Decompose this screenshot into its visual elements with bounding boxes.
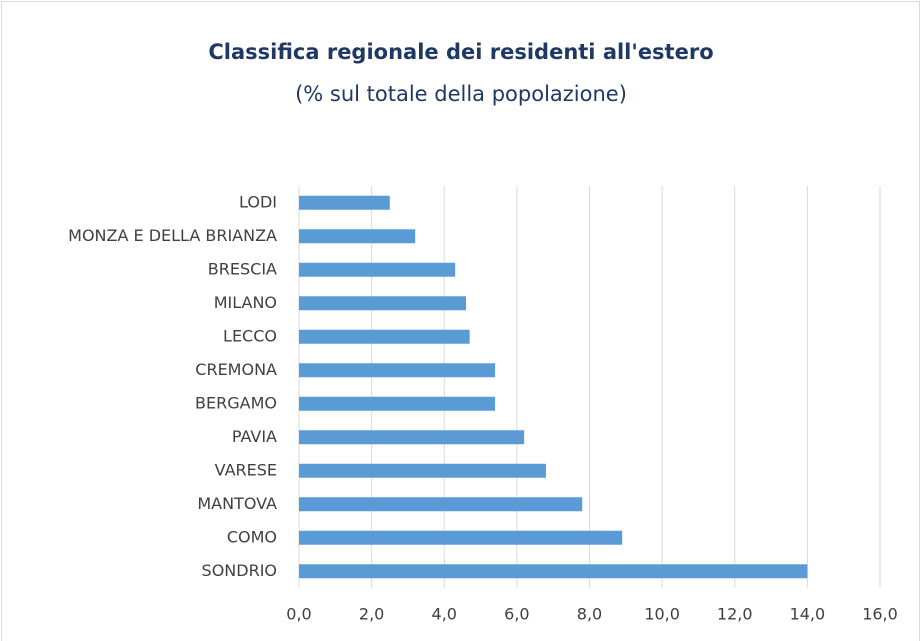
- bar: [299, 564, 808, 579]
- bar: [299, 296, 467, 311]
- x-tick-label: 10,0: [644, 605, 680, 624]
- y-tick-label: COMO: [227, 527, 277, 546]
- bar: [299, 396, 496, 411]
- bar: [299, 530, 623, 545]
- bar: [299, 463, 546, 478]
- y-tick-label: SONDRIO: [202, 561, 277, 580]
- chart-title: Classifica regionale dei residenti all'e…: [208, 40, 713, 64]
- chart-subtitle: (% sul totale della popolazione): [295, 82, 627, 106]
- y-tick-label: MONZA E DELLA BRIANZA: [68, 226, 277, 245]
- bar: [299, 329, 470, 344]
- y-tick-label: BRESCIA: [208, 259, 277, 278]
- x-tick-label: 4,0: [432, 605, 457, 624]
- y-tick-label: LODI: [239, 192, 277, 211]
- x-tick-label: 6,0: [504, 605, 529, 624]
- bar: [299, 363, 496, 378]
- x-tick-label: 2,0: [359, 605, 384, 624]
- y-tick-label: PAVIA: [232, 427, 277, 446]
- x-tick-label: 16,0: [862, 605, 898, 624]
- y-tick-label: CREMONA: [195, 360, 277, 379]
- x-tick-label: 0,0: [286, 605, 311, 624]
- bar: [299, 497, 583, 512]
- bar: [299, 195, 390, 210]
- x-tick-label: 12,0: [717, 605, 753, 624]
- y-tick-label: BERGAMO: [195, 393, 277, 412]
- bar: [299, 430, 525, 445]
- y-tick-label: LECCO: [223, 326, 277, 345]
- bar: [299, 229, 416, 244]
- y-tick-label: VARESE: [215, 460, 277, 479]
- x-tick-label: 14,0: [790, 605, 826, 624]
- x-tick-label: 8,0: [577, 605, 602, 624]
- bar: [299, 262, 456, 277]
- y-tick-label: MILANO: [214, 293, 277, 312]
- y-tick-label: MANTOVA: [197, 494, 277, 513]
